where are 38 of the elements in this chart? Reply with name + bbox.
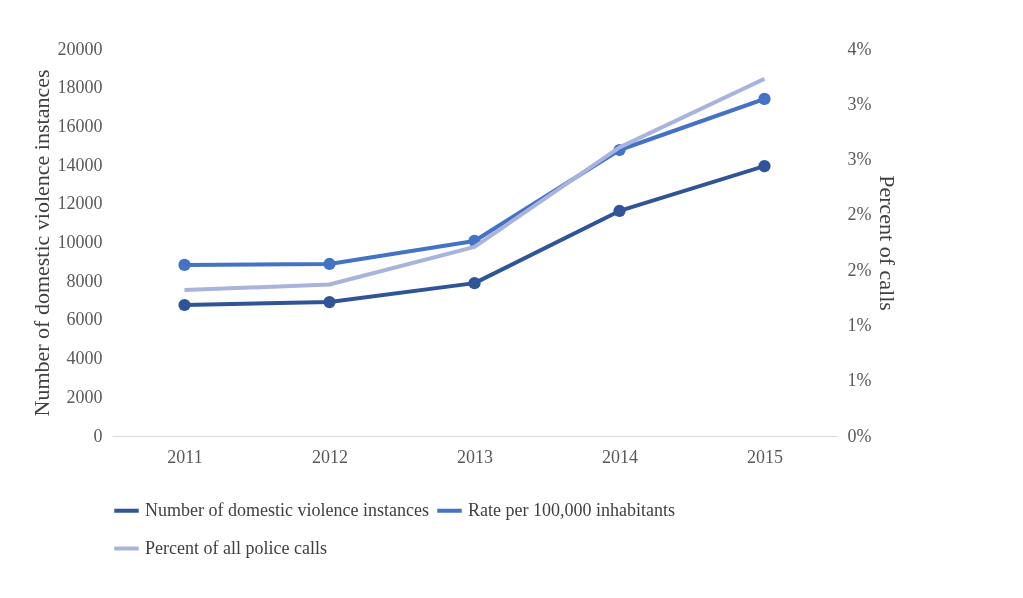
y2-tick-label: 2% [847, 259, 872, 280]
y2-tick-label: 3% [847, 93, 872, 114]
point [323, 295, 336, 309]
y-tick-label: 14000 [57, 154, 103, 175]
x-tick-label: 2011 [167, 446, 203, 467]
y2-tick-label: 1% [847, 314, 872, 335]
y-tick-label: 8000 [66, 270, 103, 291]
y-tick-label: 18000 [57, 77, 103, 98]
y2-tick-label: 2% [847, 204, 872, 225]
y-axis-title: Number of domestic violence instances [28, 69, 54, 417]
x-tick-label: 2014 [602, 446, 638, 467]
point [758, 159, 771, 173]
point [468, 277, 481, 290]
legend-label: Number of domestic violence instances [145, 499, 429, 520]
x-tick-label: 2012 [312, 446, 348, 467]
line-series [182, 76, 767, 293]
legend-label: Rate per 100,000 inhabitants [468, 499, 675, 520]
legend-label: Percent of all police calls [145, 537, 327, 558]
y-tick-label: 0 [93, 425, 103, 446]
y2-tick-label: 4% [847, 38, 872, 59]
y-tick-label: 2000 [66, 386, 103, 407]
y2-axis-title: Percent of calls [875, 175, 901, 311]
y-tick-label: 4000 [66, 348, 103, 369]
x-tick-label: 2013 [457, 446, 493, 467]
y2-tick-label: 0% [847, 425, 872, 446]
y2-tick-label: 1% [847, 370, 872, 391]
y-tick-label: 6000 [66, 309, 103, 330]
y-tick-label: 20000 [57, 38, 103, 59]
y-tick-label: 10000 [57, 232, 103, 252]
point [758, 92, 771, 106]
point [323, 257, 336, 271]
point [178, 298, 191, 312]
x-tick-label: 2015 [747, 446, 783, 467]
point [178, 258, 191, 272]
point [613, 204, 626, 218]
y2-tick-label: 3% [847, 149, 872, 170]
y-tick-label: 12000 [57, 193, 103, 214]
y-tick-label: 16000 [57, 115, 103, 136]
